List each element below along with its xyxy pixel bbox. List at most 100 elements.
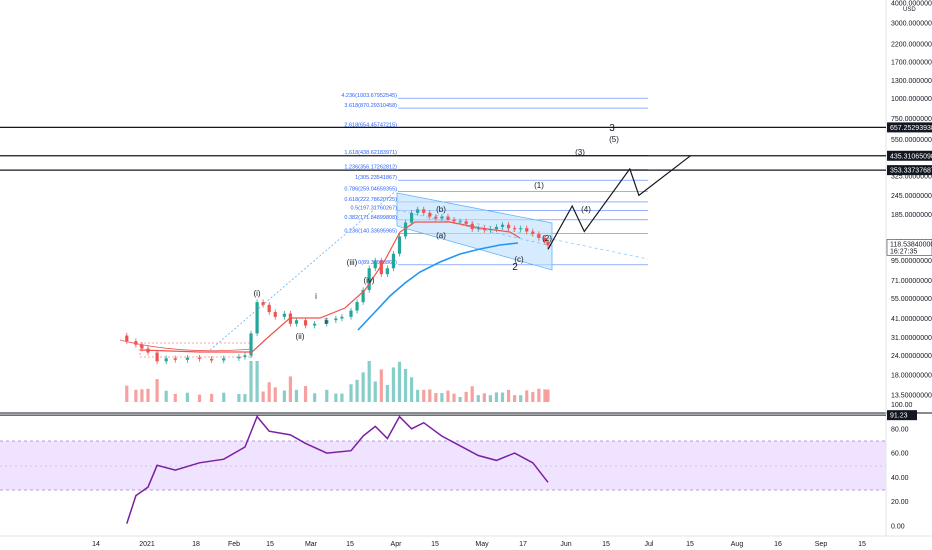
accumulation-range [119,339,253,358]
wave-label: i [315,292,317,301]
volume-bar [249,361,253,402]
volume-bar [243,394,247,402]
rsi-current-tag [887,410,917,421]
ema-line [139,221,521,353]
price-tick: 31.00000000 [891,335,932,342]
candle-body [500,224,505,227]
volume-bar [397,361,402,402]
candle-body [373,260,377,269]
channel-fill [396,192,553,271]
volume-bars [125,361,550,402]
elliott-projection[interactable] [547,155,691,250]
candle-body [249,333,253,356]
price-axis[interactable]: 4000.00000000 3000.00000000 2200.00000000 1… [886,1,932,400]
candle-body [210,358,214,361]
candle-body [397,236,402,254]
candle-body [282,313,286,317]
candle-body [410,212,414,223]
volume-bar [482,393,486,402]
candle-body [164,358,168,362]
candle-body [464,221,468,224]
horizontal-lines[interactable] [0,126,886,171]
volume-bar [379,369,383,402]
current-price-tag [886,239,932,256]
volume-bar [140,389,144,402]
price-tick: 550.00000000 [891,137,932,144]
date-tick: Jun [560,541,571,548]
fib-level-label: 0.786(259.04659355) [344,187,397,193]
fib-level-label: 1(305.23541867) [355,175,397,181]
price-tick: 1300.00000000 [891,78,932,85]
price-tick: 325.00000000 [891,173,932,180]
fib-level-label: 3.618(870.29310458) [344,103,397,109]
wave-label: (ii) [296,332,305,341]
price-tick: 750.00000000 [891,116,932,123]
candle-body [349,310,353,317]
horizontal-line-label-bg [887,165,932,176]
price-tick: 185.00000000 [891,212,932,219]
candle-body [355,302,359,311]
volume-bar [428,389,432,402]
candle-body [391,253,396,269]
wave-label: ii [324,317,328,326]
candle-body [334,318,338,321]
candle-body [428,212,432,217]
volume-bar [313,393,317,402]
volume-bar [197,394,202,402]
fib-level-label: 0.382(171.84899808) [344,215,397,221]
candle-body [303,320,308,326]
fib-level-label: 1.618(438.62183971) [344,150,397,156]
candle-body [531,231,535,234]
volume-bar [494,392,499,402]
fib-level-label: 0(89.39978864) [358,260,397,266]
volume-bar [525,390,529,402]
moving-averages [139,221,521,353]
rsi-tick: 60.00 [891,451,909,458]
volume-bar [222,392,226,402]
candle-body [546,241,550,246]
horizontal-line-label-bg [887,122,932,133]
candle-body [458,221,462,223]
impulse-dotted-line [209,189,398,351]
candle-body [476,228,480,230]
candle-body [403,222,408,237]
fib-level-label: 0.618(222.78620725) [344,197,397,203]
volume-bar [134,389,138,402]
volume-bar [303,386,308,402]
candle-body [537,233,541,238]
wave-label: 3 [609,123,615,134]
wave-label: (5) [609,135,619,144]
volume-bar [288,376,293,402]
volume-bar [340,393,344,402]
candles [125,206,550,365]
volume-bar [255,361,259,402]
wave-labels: (i)(ii)iii(iii)(iv)(a)(b)(c)2(1)(2)(3)(4… [253,123,619,341]
countdown-timer: 16:27:35 [890,248,917,255]
wave-label: 2 [512,262,518,273]
volume-bar [452,393,456,402]
candle-body [155,352,159,362]
volume-bar [519,395,523,402]
wave-label: (iii) [347,258,358,267]
current-price-value: 118.53840000 [890,241,932,248]
volume-bar [470,386,474,402]
fib-level-label: 0.236(140.33695965) [344,229,397,235]
rsi-band [0,441,886,490]
price-tick: 245.00000000 [891,193,932,200]
candle-body [446,216,450,220]
date-tick: Mar [305,541,318,548]
volume-bar [355,379,359,402]
price-tick: 13.50000000 [891,393,932,400]
volume-bar [410,377,414,402]
wave-label: (b) [436,205,446,214]
volume-bar [385,384,389,402]
rsi-pane [126,415,549,524]
rsi-tick: 0.00 [891,524,905,531]
date-axis[interactable]: 14 2021 18 Feb 15 Mar 15 Apr 15 May 17 Jun 15 Jul 15 Au… [92,541,866,548]
candle-body [494,226,499,230]
candle-body [385,268,389,275]
price-tick: 1700.00000000 [891,59,932,66]
volume-bar [173,393,177,402]
